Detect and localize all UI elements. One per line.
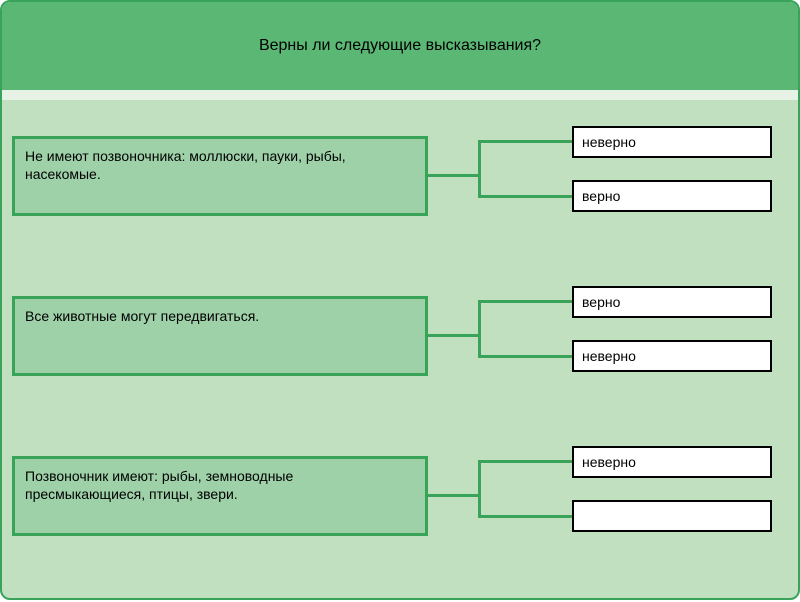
quiz-title: Верны ли следующие высказывания?	[259, 37, 541, 55]
answer-option[interactable]: неверно	[572, 340, 772, 372]
answer-option[interactable]: неверно	[572, 446, 772, 478]
connector-main	[428, 494, 480, 497]
connector-branch-bot	[478, 355, 572, 358]
quiz-header: Верны ли следующие высказывания?	[2, 2, 798, 90]
question-box: Все животные могут передвигаться.	[12, 296, 428, 376]
answer-option[interactable]: верно	[572, 180, 772, 212]
answer-option[interactable]	[572, 500, 772, 532]
connector-branch-bot	[478, 195, 572, 198]
question-box: Позвоночник имеют: рыбы, земноводные пре…	[12, 456, 428, 536]
header-divider	[2, 90, 798, 100]
answer-option[interactable]: неверно	[572, 126, 772, 158]
connector-vertical	[478, 140, 481, 198]
connector-main	[428, 174, 480, 177]
connector-branch-top	[478, 140, 572, 143]
connector-main	[428, 334, 480, 337]
quiz-frame: Верны ли следующие высказывания? Не имею…	[0, 0, 800, 600]
connector-vertical	[478, 460, 481, 518]
answer-option[interactable]: верно	[572, 286, 772, 318]
connector-vertical	[478, 300, 481, 358]
quiz-content: Не имеют позвоночника: моллюски, пауки, …	[2, 100, 798, 602]
connector-branch-bot	[478, 515, 572, 518]
connector-branch-top	[478, 460, 572, 463]
connector-branch-top	[478, 300, 572, 303]
question-box: Не имеют позвоночника: моллюски, пауки, …	[12, 136, 428, 216]
